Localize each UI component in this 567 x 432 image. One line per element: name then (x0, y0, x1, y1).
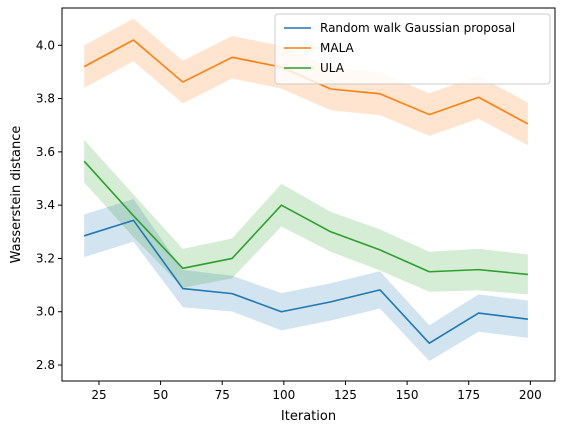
x-tick-label: 175 (457, 388, 480, 402)
y-tick-label: 3.8 (36, 92, 55, 106)
legend-box (274, 13, 551, 85)
line-random-walk-gaussian-proposal (83, 219, 528, 344)
band-random-walk-gaussian-proposal (84, 199, 528, 362)
legend-label: Random walk Gaussian proposal (320, 21, 515, 35)
y-tick-label: 3.0 (36, 305, 55, 319)
x-tick-label: 50 (153, 388, 168, 402)
y-axis-ticks: 2.8 3.0 3.2 3.4 3.6 3.8 4.0 (36, 38, 62, 372)
x-tick-label: 25 (91, 388, 106, 402)
y-tick-label: 4.0 (36, 38, 55, 52)
band-ula (84, 139, 528, 295)
y-tick-label: 3.4 (36, 198, 55, 212)
line-ula (83, 160, 528, 276)
y-tick-label: 3.2 (36, 251, 55, 265)
x-tick-label: 75 (215, 388, 230, 402)
x-tick-label: 100 (272, 388, 295, 402)
legend-label: ULA (320, 61, 345, 75)
legend: Random walk Gaussian proposal MALA ULA (274, 13, 551, 85)
x-axis-label: Iteration (281, 409, 336, 424)
x-axis-ticks: 25 50 75 100 125 150 175 200 (91, 381, 542, 402)
x-tick-label: 200 (519, 388, 542, 402)
x-tick-label: 150 (396, 388, 419, 402)
x-tick-label: 125 (334, 388, 357, 402)
y-tick-label: 2.8 (36, 358, 55, 372)
y-axis-label: Wasserstein distance (9, 126, 24, 264)
y-tick-label: 3.6 (36, 145, 55, 159)
legend-label: MALA (320, 41, 355, 55)
plot-frame (61, 7, 556, 382)
